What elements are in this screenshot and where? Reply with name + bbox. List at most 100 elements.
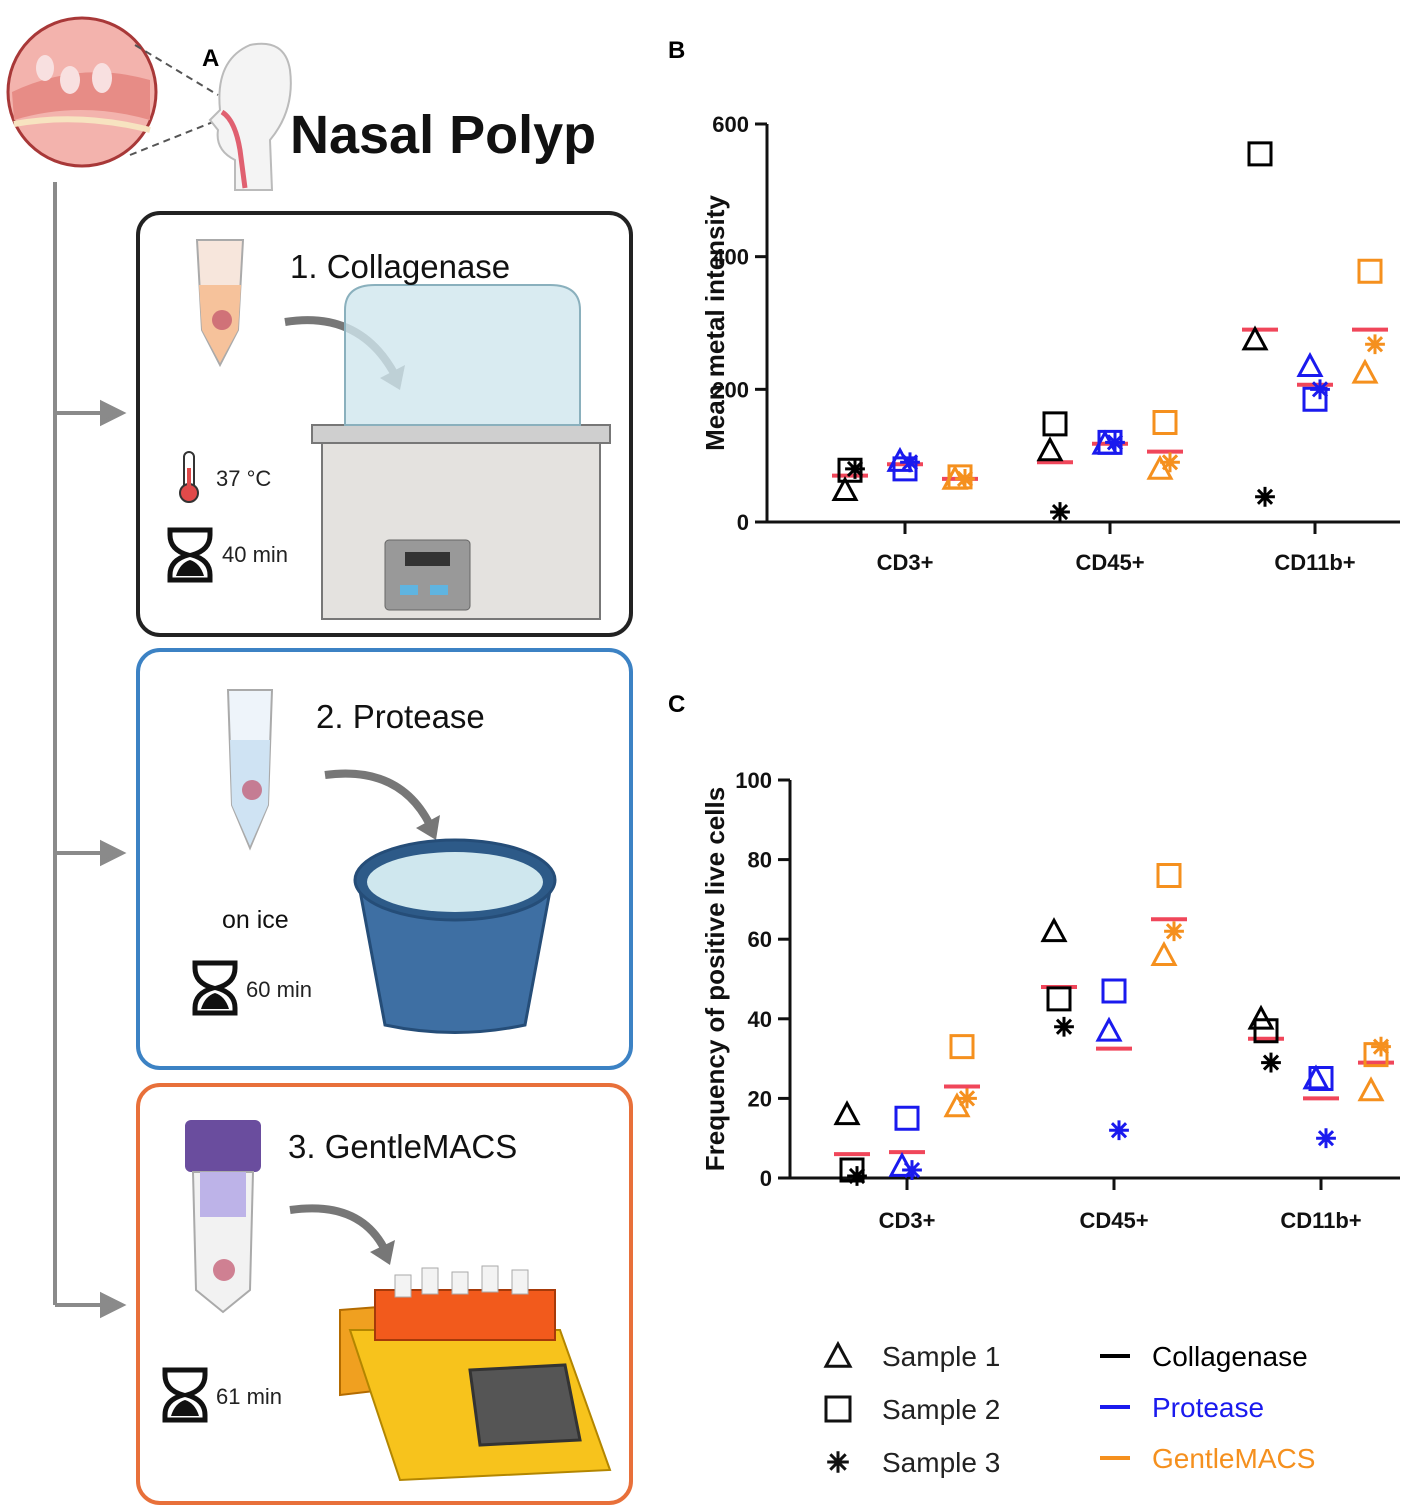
device-tubes [394, 1265, 529, 1298]
process-arrow [289, 1204, 389, 1252]
process-arrow-head [416, 815, 440, 840]
data-point [847, 1166, 867, 1186]
process-arrow-head [370, 1240, 395, 1265]
duration: 60 min [246, 977, 312, 1002]
data-point [902, 1160, 922, 1180]
y-tick-label: 600 [712, 112, 749, 137]
y-tick-label: 0 [760, 1166, 772, 1191]
data-point [1097, 429, 1123, 455]
data-point [1109, 1120, 1129, 1141]
legend-label: Collagenase [1152, 1341, 1308, 1372]
data-point [1253, 1018, 1279, 1044]
y-tick-label: 200 [712, 377, 749, 402]
duration: 61 min [216, 1384, 282, 1409]
data-point [1036, 436, 1064, 462]
panel-label: A [202, 45, 219, 72]
ice-bucket [356, 878, 554, 1034]
y-tick-label: 100 [735, 768, 772, 793]
x-tick-label: CD3+ [879, 1208, 936, 1233]
data-point [1095, 1016, 1123, 1042]
panel-label: B [668, 37, 685, 64]
legend-label: GentleMACS [1152, 1443, 1315, 1474]
data-point [1054, 1016, 1074, 1037]
y-tick-label: 0 [737, 510, 749, 535]
data-point [845, 459, 865, 479]
data-point [1241, 325, 1269, 351]
hourglass [167, 527, 213, 583]
y-tick-label: 40 [748, 1007, 772, 1032]
y-tick-label: 20 [748, 1086, 772, 1111]
data-point [1302, 1064, 1330, 1090]
x-tick-label: CD45+ [1079, 1208, 1148, 1233]
data-point [900, 452, 920, 473]
y-axis-label: Mean metal intensity [700, 195, 730, 451]
data-point [1351, 358, 1379, 384]
y-tick-label: 60 [748, 927, 772, 952]
data-point [1042, 411, 1068, 437]
data-point [833, 1100, 861, 1126]
data-point [955, 468, 975, 489]
data-point [943, 1092, 971, 1118]
legend-marker [823, 1340, 853, 1368]
data-point [1156, 863, 1182, 889]
device-screen [468, 1363, 582, 1447]
data-point [1160, 452, 1180, 473]
hourglass [192, 960, 238, 1016]
process-arrow [324, 769, 434, 827]
duration: 40 min [222, 542, 288, 567]
step-title: 3. GentleMACS [288, 1128, 517, 1165]
tissue-layer [13, 116, 151, 133]
data-point [1310, 379, 1330, 400]
legend-marker [824, 1395, 852, 1423]
data-point [1261, 1052, 1281, 1073]
thermometer [179, 451, 199, 503]
zoom-line [129, 119, 219, 156]
data-point [1150, 940, 1178, 966]
button [430, 585, 448, 595]
data-point [1371, 1036, 1391, 1057]
button [400, 585, 418, 595]
y-tick-label: 80 [748, 848, 772, 873]
condition: on ice [222, 906, 289, 934]
display [405, 552, 450, 566]
panel-title: Nasal Polyp [290, 105, 596, 165]
data-point [1046, 986, 1072, 1012]
water-bath-rim [311, 424, 611, 444]
data-point [1040, 917, 1068, 943]
flow-arrows [55, 399, 127, 1319]
data-point [1357, 258, 1383, 284]
tissue-sample [242, 780, 262, 800]
x-tick-label: CD45+ [1075, 550, 1144, 575]
polyp [60, 66, 80, 94]
step-title: 2. Protease [316, 698, 485, 735]
tissue-sample [213, 1259, 235, 1281]
polyp [92, 63, 112, 93]
control-panel [384, 539, 471, 611]
panel-a: A Nasal Polyp 37 °C 40 min 1. Collagenas [6, 16, 633, 1505]
data-point [1101, 978, 1127, 1004]
data-point [1164, 921, 1184, 942]
step-title: 1. Collagenase [290, 248, 510, 285]
data-point [1316, 1128, 1336, 1149]
x-tick-label: CD3+ [877, 550, 934, 575]
device-rack [374, 1289, 556, 1341]
data-point [1255, 486, 1275, 507]
x-tick-label: CD11b+ [1280, 1208, 1361, 1233]
tissue [12, 72, 150, 120]
data-point [947, 464, 973, 490]
legend-label: Sample 3 [882, 1447, 1000, 1478]
step-box [136, 211, 633, 637]
step-box [136, 648, 633, 1070]
tissue-sample [212, 310, 232, 330]
temperature: 37 °C [216, 466, 271, 491]
head [208, 42, 292, 191]
y-tick-label: 400 [712, 245, 749, 270]
zoom-line [134, 44, 219, 96]
data-point [957, 1088, 977, 1109]
water-bath-lid [344, 284, 581, 426]
y-axis-label: Frequency of positive live cells [700, 787, 730, 1171]
data-point [1365, 334, 1385, 355]
tube-cap [185, 1120, 261, 1172]
